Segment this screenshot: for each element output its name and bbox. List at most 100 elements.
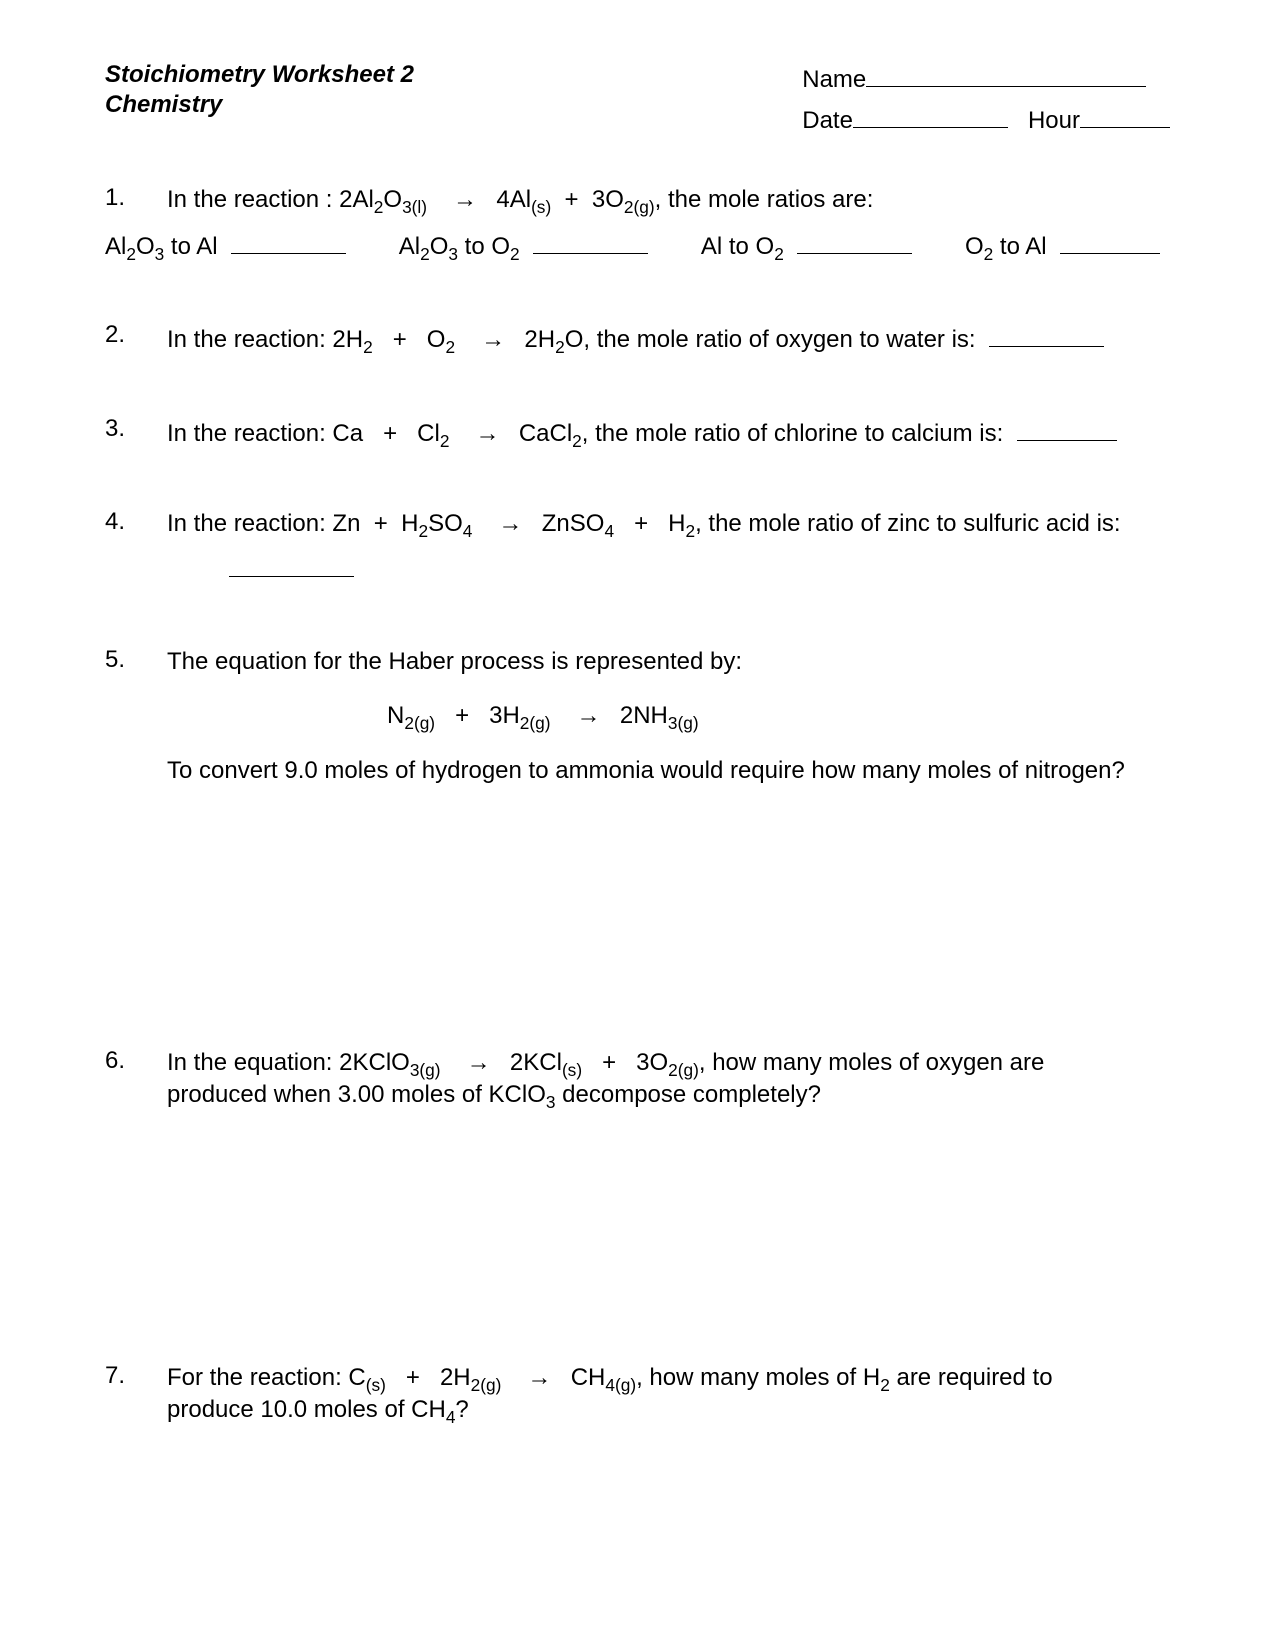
txt: H xyxy=(401,510,418,537)
question-body: For the reaction: C(s) + 2H2(g) → CH4(g)… xyxy=(167,1362,1170,1427)
worksheet-subject: Chemistry xyxy=(105,90,414,120)
question-body: The equation for the Haber process is re… xyxy=(167,646,1170,787)
worksheet-page: Stoichiometry Worksheet 2 Chemistry Name… xyxy=(0,0,1275,1651)
question-number: 3. xyxy=(105,415,167,443)
question-body: In the reaction: 2H2 + O2 → 2H2O, the mo… xyxy=(167,321,1170,357)
sub: 2 xyxy=(510,244,520,264)
date-hour-line: Date Hour xyxy=(802,101,1170,142)
sub: 2 xyxy=(440,431,450,451)
txt: 3H xyxy=(489,702,520,729)
q2-blank[interactable] xyxy=(989,321,1104,347)
sub: 3(l) xyxy=(402,196,427,216)
ratio-3: Al to O2 xyxy=(701,228,912,261)
question-5: 5. The equation for the Haber process is… xyxy=(105,646,1170,787)
sub: 2 xyxy=(572,431,582,451)
txt: , how many moles of H xyxy=(636,1364,880,1391)
sub: 2(g) xyxy=(471,1375,502,1395)
question-7: 7. For the reaction: C(s) + 2H2(g) → CH4… xyxy=(105,1362,1170,1427)
question-4: 4. In the reaction: Zn + H2SO4 → ZnSO4 +… xyxy=(105,508,1170,540)
txt: Al to O xyxy=(701,233,774,260)
txt: O xyxy=(430,233,449,260)
txt: Al xyxy=(399,233,420,260)
sub: 3 xyxy=(546,1092,556,1112)
sub: 2 xyxy=(555,337,565,357)
txt: to Al xyxy=(993,233,1046,260)
ratio-3-blank[interactable] xyxy=(797,228,912,254)
sub: 3 xyxy=(448,244,458,264)
sub: 4 xyxy=(463,521,473,541)
ratio-1-blank[interactable] xyxy=(231,228,346,254)
q4-blank[interactable] xyxy=(229,551,354,577)
txt: Al xyxy=(105,233,126,260)
txt: ? xyxy=(455,1396,468,1423)
q1-text: 3O xyxy=(592,186,624,213)
sub: (s) xyxy=(562,1060,582,1080)
plus: + xyxy=(634,510,648,537)
title-block: Stoichiometry Worksheet 2 Chemistry xyxy=(105,60,414,120)
question-number: 2. xyxy=(105,321,167,349)
arrow-icon: → xyxy=(475,324,511,356)
q5-line2: To convert 9.0 moles of hydrogen to ammo… xyxy=(167,755,1170,787)
plus: + xyxy=(602,1049,616,1076)
question-1: 1. In the reaction : 2Al2O3(l) → 4Al(s) … xyxy=(105,184,1170,216)
plus: + xyxy=(393,326,407,353)
sub: 2 xyxy=(685,521,695,541)
sub: 2(g) xyxy=(404,713,435,733)
txt: CH xyxy=(571,1364,606,1391)
txt: CaCl xyxy=(519,420,572,447)
sub: (s) xyxy=(366,1375,386,1395)
txt: to Al xyxy=(164,233,217,260)
sub: (s) xyxy=(531,196,551,216)
hour-label: Hour xyxy=(1028,107,1080,134)
ratio-4: O2 to Al xyxy=(965,228,1160,261)
question-3: 3. In the reaction: Ca + Cl2 → CaCl2, th… xyxy=(105,415,1170,451)
arrow-icon: → xyxy=(521,1362,557,1394)
plus: + xyxy=(374,510,388,537)
txt: O xyxy=(965,233,984,260)
hour-blank[interactable] xyxy=(1080,102,1170,128)
ratio-2: Al2O3 to O2 xyxy=(399,228,648,261)
question-6: 6. In the equation: 2KClO3(g) → 2KCl(s) … xyxy=(105,1047,1170,1112)
ratio-1: Al2O3 to Al xyxy=(105,228,346,261)
sub: 2 xyxy=(984,244,994,264)
question-number: 1. xyxy=(105,184,167,212)
arrow-icon: → xyxy=(461,1047,497,1079)
txt: , the mole ratio of zinc to sulfuric aci… xyxy=(695,510,1121,537)
q1-text: , the mole ratios are: xyxy=(655,186,874,213)
txt: decompose completely? xyxy=(556,1081,821,1108)
txt: 2H xyxy=(440,1364,471,1391)
name-blank[interactable] xyxy=(866,61,1146,87)
txt: O, the mole ratio of oxygen to water is: xyxy=(565,326,976,353)
question-number: 6. xyxy=(105,1047,167,1075)
sub: 2 xyxy=(374,196,384,216)
plus: + xyxy=(383,420,397,447)
txt: In the reaction: Ca xyxy=(167,420,363,447)
sub: 2 xyxy=(419,521,429,541)
txt: In the reaction: 2H xyxy=(167,326,363,353)
txt: ZnSO xyxy=(542,510,605,537)
date-label: Date xyxy=(802,107,853,134)
txt: to O xyxy=(458,233,510,260)
sub: 4 xyxy=(446,1407,456,1427)
question-body: In the equation: 2KClO3(g) → 2KCl(s) + 3… xyxy=(167,1047,1170,1112)
sub: 2 xyxy=(420,244,430,264)
q1-text: In the reaction : 2Al xyxy=(167,186,374,213)
header-row: Stoichiometry Worksheet 2 Chemistry Name… xyxy=(105,60,1170,142)
ratio-4-blank[interactable] xyxy=(1060,228,1160,254)
plus: + xyxy=(455,702,469,729)
q1-text: 4Al xyxy=(496,186,531,213)
q3-blank[interactable] xyxy=(1017,415,1117,441)
sub: 2 xyxy=(363,337,373,357)
txt: 3O xyxy=(636,1049,668,1076)
ratio-2-blank[interactable] xyxy=(533,228,648,254)
txt: , how many moles of oxygen are xyxy=(699,1049,1045,1076)
q1-text: O xyxy=(383,186,402,213)
plus: + xyxy=(565,186,579,213)
sub: 2(g) xyxy=(624,196,655,216)
question-body: In the reaction : 2Al2O3(l) → 4Al(s) + 3… xyxy=(167,184,1170,216)
date-blank[interactable] xyxy=(853,102,1008,128)
sub: 2 xyxy=(880,1375,890,1395)
question-body: In the reaction: Zn + H2SO4 → ZnSO4 + H2… xyxy=(167,508,1170,540)
txt: O xyxy=(427,326,446,353)
question-list: 1. In the reaction : 2Al2O3(l) → 4Al(s) … xyxy=(105,184,1170,1427)
